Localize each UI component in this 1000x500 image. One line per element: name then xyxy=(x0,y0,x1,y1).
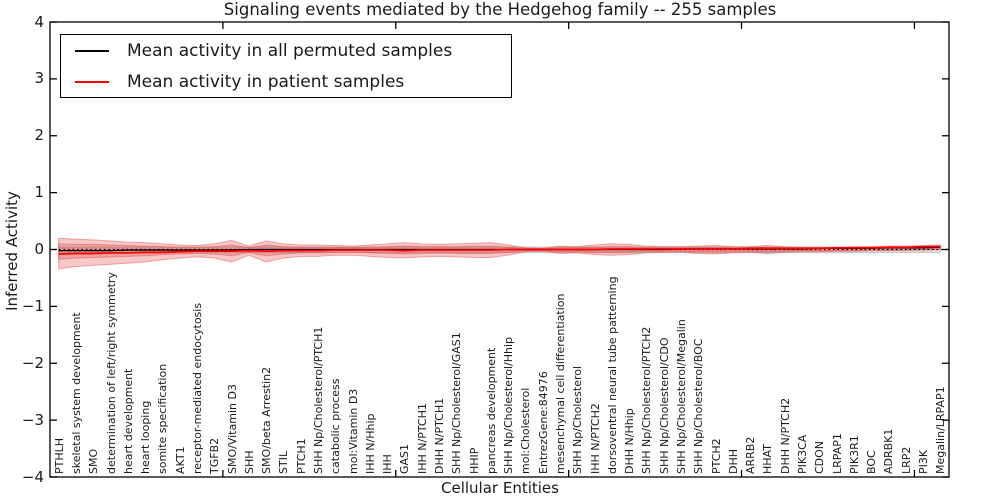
x-category-label: LRPAP1 xyxy=(830,433,844,474)
x-category-label: SMO/beta Arrestin2 xyxy=(260,366,274,474)
x-category-label: PIK3R1 xyxy=(847,435,861,474)
x-category-label: TGFB2 xyxy=(208,437,222,474)
x-category-label: PI3K xyxy=(917,449,931,474)
x-category-label: mol:Vitamin D3 xyxy=(346,388,360,474)
x-category-label: SHH Np/Cholesterol/PTCH1 xyxy=(311,326,325,474)
x-axis-label: Cellular Entities xyxy=(441,479,559,497)
x-category-label: IHH N/PTCH1 xyxy=(415,403,429,474)
x-category-label: Megalin/LRPAP1 xyxy=(934,386,948,474)
x-category-label: PIK3CA xyxy=(796,434,810,474)
x-category-label: ARRB2 xyxy=(744,436,758,474)
series-line-1 xyxy=(58,245,941,255)
std-bands xyxy=(58,237,941,270)
x-category-label: CDON xyxy=(813,440,827,474)
y-tick-label: 3 xyxy=(34,69,44,88)
mean-lines xyxy=(50,245,949,255)
patient-std-inner-band xyxy=(58,243,941,260)
x-category-label: catabolic process xyxy=(329,378,343,474)
x-category-label: HHAT xyxy=(761,444,775,474)
y-tick-label: −2 xyxy=(21,353,44,372)
x-category-label: SMO/Vitamin D3 xyxy=(225,384,239,474)
x-category-label: HHIP xyxy=(467,447,481,474)
legend-row-0: Mean activity in all permuted samples xyxy=(61,35,511,66)
x-category-label: IHH xyxy=(381,454,395,474)
legend-label: Mean activity in patient samples xyxy=(127,71,405,92)
x-category-label: GAS1 xyxy=(398,443,412,474)
x-category-label: PTCH2 xyxy=(709,438,723,474)
x-category-label: pancreas development xyxy=(484,347,498,474)
legend: Mean activity in all permuted samples Mea… xyxy=(60,34,512,98)
x-category-label: heart development xyxy=(121,368,135,474)
axes-frame xyxy=(49,21,950,478)
x-category-label: PTHLH xyxy=(52,437,66,474)
x-category-label: mol:Cholesterol xyxy=(519,387,533,474)
x-category-label: STIL xyxy=(277,450,291,474)
x-category-label: SHH Np/Cholesterol/PTCH2 xyxy=(640,326,654,474)
x-category-label: IHH N/Hhip xyxy=(363,413,377,475)
x-category-label: SHH Np/Cholesterol xyxy=(571,365,585,474)
y-tick-label: 4 xyxy=(34,12,44,31)
legend-label: Mean activity in all permuted samples xyxy=(127,40,453,61)
x-category-label: BOC xyxy=(865,450,879,474)
x-category-label: SHH xyxy=(242,450,256,474)
x-category-label: somite specification xyxy=(156,363,170,474)
y-tick-label: 0 xyxy=(34,240,44,258)
patient-std-outer-band xyxy=(58,237,941,270)
x-category-label: DHH N/Hhip xyxy=(623,408,637,474)
y-tick-label: −1 xyxy=(21,296,44,315)
y-tick-label: −3 xyxy=(21,410,44,429)
legend-line-swatch xyxy=(75,80,109,83)
x-category-label: AKT1 xyxy=(173,446,187,474)
y-tick-label: 2 xyxy=(34,126,44,145)
x-category-label: mesenchymal cell differentiation xyxy=(554,293,567,474)
x-category-label: heart looping xyxy=(139,400,153,474)
chart-title: Signaling events mediated by the Hedgeho… xyxy=(223,0,777,19)
x-category-label: determination of left/right symmetry xyxy=(104,272,118,474)
x-category-label: SHH Np/Cholesterol/CDO xyxy=(657,337,671,474)
x-category-label: SMO xyxy=(87,448,101,474)
x-category-label: SHH Np/Cholesterol/BOC xyxy=(692,338,706,474)
x-category-label: PTCH1 xyxy=(294,438,308,474)
x-category-label: IHH N/PTCH2 xyxy=(588,403,602,474)
x-category-label: EntrezGene:84976 xyxy=(536,371,550,474)
y-tick-label: −4 xyxy=(21,467,44,486)
x-category-label: LRP2 xyxy=(899,446,913,474)
x-category-label: DHH N/PTCH2 xyxy=(778,397,792,474)
legend-line-swatch xyxy=(75,49,109,52)
x-category-label: dorsoventral neural tube patterning xyxy=(605,276,619,474)
legend-row-1: Mean activity in patient samples xyxy=(61,66,511,97)
x-category-label: receptor-mediated endocytosis xyxy=(190,302,204,474)
x-category-label: DHH xyxy=(726,448,740,474)
x-category-label: DHH N/PTCH1 xyxy=(432,397,446,474)
x-category-label: skeletal system development xyxy=(69,312,83,474)
x-category-label: SHH Np/Cholesterol/Megalin xyxy=(675,319,689,474)
x-category-label: SHH Np/Cholesterol/Hhip xyxy=(502,336,516,474)
x-category-label: ADRBK1 xyxy=(882,428,896,474)
y-tick-label: 1 xyxy=(34,183,44,202)
x-category-label: SHH Np/Cholesterol/GAS1 xyxy=(450,332,464,474)
